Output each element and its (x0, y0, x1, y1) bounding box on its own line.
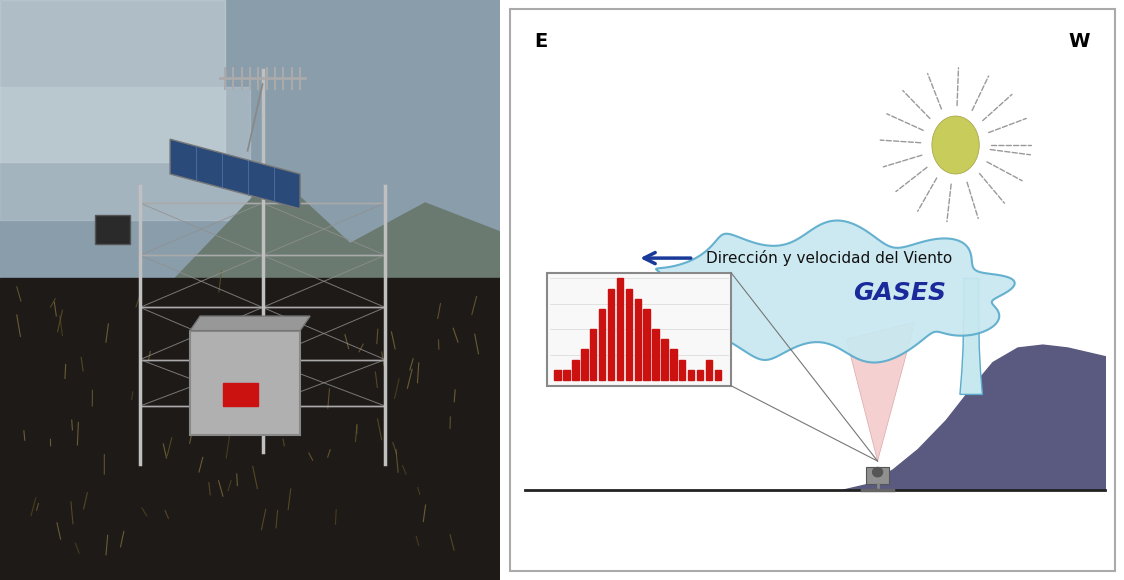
Bar (697, 370, 704, 380)
Bar (547, 273, 731, 386)
Bar (715, 370, 720, 380)
Circle shape (872, 467, 882, 477)
Bar (652, 329, 659, 380)
Bar (670, 349, 677, 380)
Bar (96, 215, 130, 244)
Bar (608, 288, 614, 380)
Text: W: W (1068, 32, 1089, 51)
Bar (223, 383, 257, 406)
Text: GASES: GASES (853, 281, 946, 305)
Bar (626, 288, 632, 380)
Polygon shape (960, 278, 982, 394)
Bar (572, 360, 579, 380)
Bar (554, 370, 561, 380)
Polygon shape (0, 278, 500, 580)
Bar (599, 309, 606, 380)
Polygon shape (175, 174, 500, 278)
Polygon shape (0, 0, 500, 278)
Polygon shape (843, 345, 1105, 490)
Bar (617, 278, 623, 380)
Polygon shape (170, 139, 300, 209)
Polygon shape (641, 220, 1015, 362)
Text: E: E (535, 32, 547, 51)
Polygon shape (846, 322, 915, 461)
Polygon shape (190, 316, 310, 331)
Polygon shape (932, 116, 979, 174)
Bar (563, 370, 570, 380)
Bar (688, 370, 695, 380)
Bar (643, 309, 650, 380)
Bar (581, 349, 588, 380)
Bar (661, 339, 668, 380)
Bar (635, 299, 641, 380)
Bar (190, 331, 300, 435)
Polygon shape (0, 0, 225, 162)
Bar (867, 467, 889, 484)
Text: Dirección y velocidad del Viento: Dirección y velocidad del Viento (706, 250, 952, 266)
Polygon shape (0, 87, 250, 220)
Bar (590, 329, 597, 380)
Bar (679, 360, 686, 380)
Bar (706, 360, 713, 380)
